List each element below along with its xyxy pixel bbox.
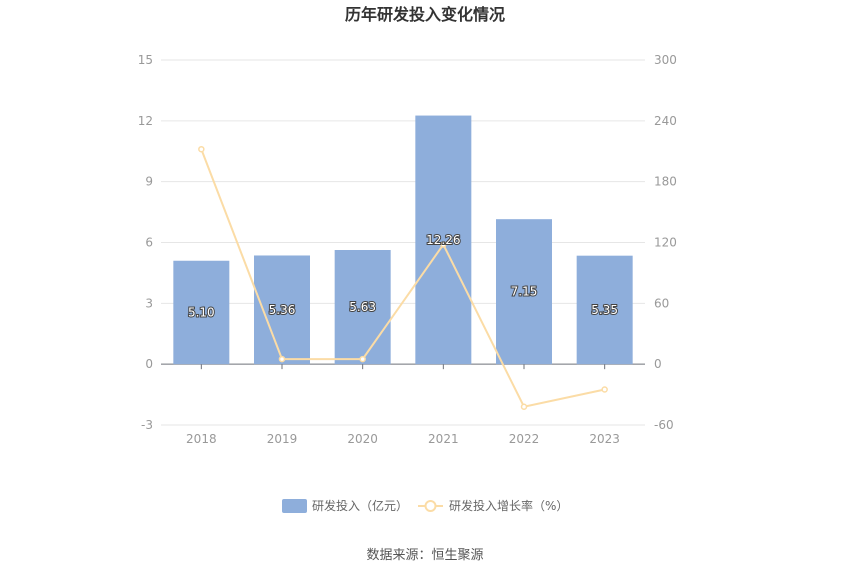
bar (496, 219, 552, 365)
x-tick-label: 2023 (589, 432, 620, 446)
y-left-tick-label: -3 (141, 418, 153, 432)
x-tick-label: 2018 (186, 432, 217, 446)
growth-point (440, 241, 447, 248)
growth-line (198, 145, 608, 410)
right-axis: -60 0 60 120 180 240 300 (654, 53, 677, 432)
bar-data-label: 12.26 (426, 233, 460, 247)
y-right-tick-label: 0 (654, 357, 662, 371)
bar-data-label: 5.35 (591, 303, 618, 317)
x-tick-label: 2021 (428, 432, 459, 446)
x-tick-label: 2022 (509, 432, 540, 446)
bar (334, 250, 391, 365)
y-left-tick-label: 6 (145, 236, 153, 250)
growth-point (278, 355, 286, 363)
legend-line-label: 研发投入增长率（%） (449, 498, 568, 513)
x-tick-label: 2019 (267, 432, 298, 446)
y-left-tick-label: 15 (138, 53, 153, 67)
bar (173, 260, 230, 365)
bar (576, 255, 633, 365)
growth-point (601, 386, 608, 393)
bar-data-label: 7.15 (511, 285, 538, 299)
legend-bar-label: 研发投入（亿元） (312, 498, 408, 513)
source-note: 数据来源：恒生聚源 (366, 548, 483, 563)
growth-point (520, 403, 528, 410)
bar-data-label: 5.63 (349, 300, 376, 314)
bar-data-label: 5.36 (269, 303, 296, 317)
grid (161, 59, 645, 426)
legend-line-marker (424, 500, 437, 512)
bar-data-label: 5.10 (188, 305, 215, 319)
y-left-tick-label: 0 (145, 357, 153, 371)
y-right-tick-label: 180 (654, 175, 677, 189)
y-left-tick-label: 12 (138, 114, 153, 128)
legend-bar-swatch (282, 499, 307, 513)
bars (173, 115, 633, 365)
growth-point (359, 355, 366, 363)
chart-title: 历年研发投入变化情况 (345, 5, 505, 24)
x-axis: 2018 2019 2020 2021 2022 2023 (161, 363, 645, 446)
y-right-tick-label: 120 (654, 236, 677, 250)
y-right-tick-label: -60 (654, 418, 674, 432)
growth-point (198, 145, 205, 153)
y-right-tick-label: 60 (654, 296, 669, 310)
y-left-tick-label: 9 (145, 175, 153, 189)
left-axis: -3 0 3 6 9 12 15 (138, 53, 153, 432)
x-tick-label: 2020 (347, 432, 378, 446)
bar (415, 115, 472, 365)
bar-labels: 5.10 5.36 5.63 12.26 7.15 5.35 (187, 232, 619, 321)
y-left-tick-label: 3 (145, 296, 153, 310)
growth-line-path (200, 148, 605, 408)
legend[interactable]: 研发投入（亿元） 研发投入增长率（%） (282, 498, 568, 513)
y-right-tick-label: 300 (654, 53, 677, 67)
y-right-tick-label: 240 (654, 114, 677, 128)
